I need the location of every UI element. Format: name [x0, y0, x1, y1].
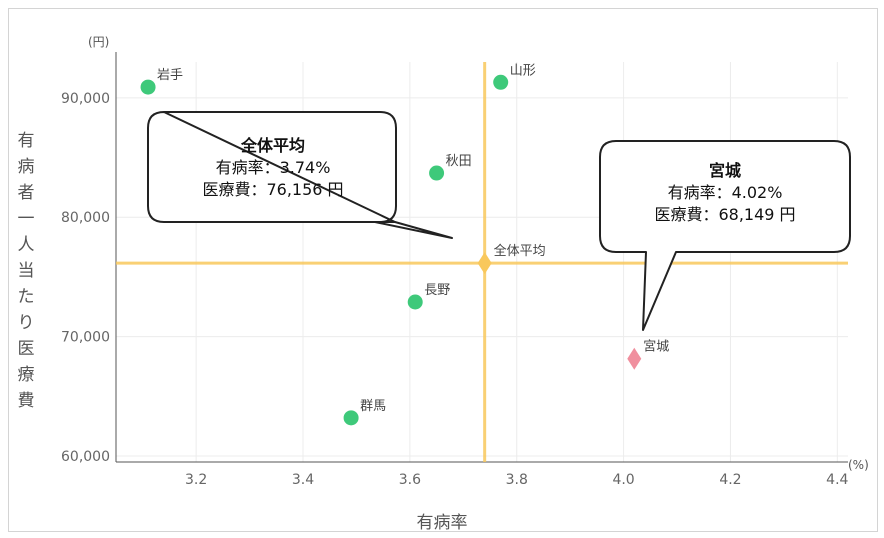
- y-unit-label: (円): [88, 35, 110, 49]
- data-point: [429, 165, 445, 181]
- point-label: 宮城: [643, 339, 669, 355]
- callout-average-line-2: 有病率：3.74%: [215, 158, 331, 177]
- x-tick-label: 3.6: [399, 472, 421, 488]
- callout-average-bubble: [147, 111, 453, 239]
- callouts-layer: [147, 111, 851, 331]
- point-label: 岩手: [157, 68, 183, 83]
- y-tick-label: 90,000: [61, 91, 110, 107]
- x-axis-label: 有病率: [416, 513, 468, 533]
- callout-miyagi-line-2: 有病率：4.02%: [667, 183, 783, 202]
- x-unit-label: (%): [848, 458, 869, 472]
- y-tick-label: 80,000: [61, 210, 110, 226]
- x-tick-label: 3.2: [185, 472, 207, 488]
- point-label: 長野: [424, 283, 450, 298]
- data-point-diamond: [477, 252, 492, 275]
- data-point: [140, 79, 156, 95]
- point-label: 秋田: [446, 154, 472, 169]
- x-tick-label: 4.4: [826, 472, 848, 488]
- point-label: 山形: [510, 63, 536, 78]
- callout-miyagi-line-1: 宮城: [708, 161, 741, 180]
- axis-layer: 3.2 3.4 3.6 3.8 4.0 4.2 4.4 60,000 70,000 80,000 9…: [61, 52, 849, 488]
- callout-average-text: 全体平均 有病率：3.74% 医療費：76,156 円: [150, 135, 396, 201]
- y-axis-label: 有病者一人当たり医療費: [17, 131, 35, 411]
- point-label: 群馬: [360, 399, 386, 414]
- chart-frame: [8, 8, 878, 532]
- data-point: [407, 294, 423, 310]
- data-point: [493, 74, 509, 90]
- data-point-diamond: [627, 347, 642, 370]
- callout-miyagi-text: 宮城 有病率：4.02% 医療費：68,149 円: [600, 160, 850, 226]
- y-tick-label: 70,000: [61, 330, 110, 346]
- callout-miyagi-line-3: 医療費：68,149 円: [654, 205, 796, 224]
- y-tick-label: 60,000: [61, 449, 110, 465]
- callout-average-line-1: 全体平均: [240, 136, 305, 155]
- data-point: [343, 410, 359, 426]
- x-tick-label: 4.2: [719, 472, 741, 488]
- callout-miyagi-bubble: [599, 140, 851, 331]
- callout-average-line-3: 医療費：76,156 円: [202, 180, 344, 199]
- point-label: 全体平均: [494, 243, 546, 259]
- x-tick-label: 4.0: [612, 472, 634, 488]
- x-tick-label: 3.4: [292, 472, 314, 488]
- x-tick-label: 3.8: [506, 472, 528, 488]
